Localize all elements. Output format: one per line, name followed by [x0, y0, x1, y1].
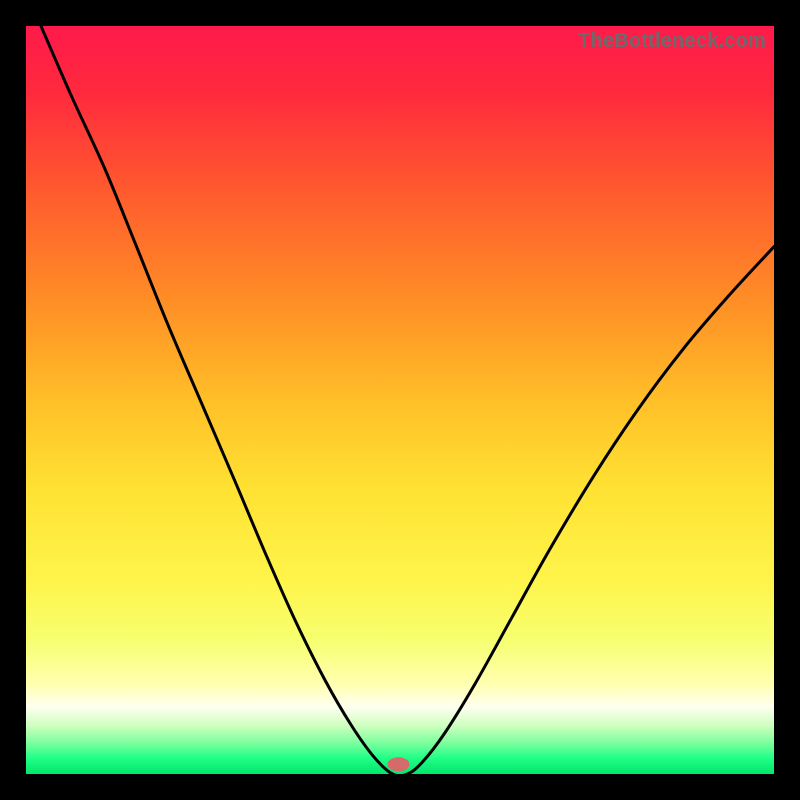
chart-background	[26, 26, 774, 774]
watermark-text: TheBottleneck.com	[578, 30, 766, 53]
chart-frame: TheBottleneck.com	[0, 0, 800, 800]
chart-svg	[26, 26, 774, 774]
minimum-marker	[388, 757, 410, 771]
plot-area: TheBottleneck.com	[26, 26, 774, 774]
